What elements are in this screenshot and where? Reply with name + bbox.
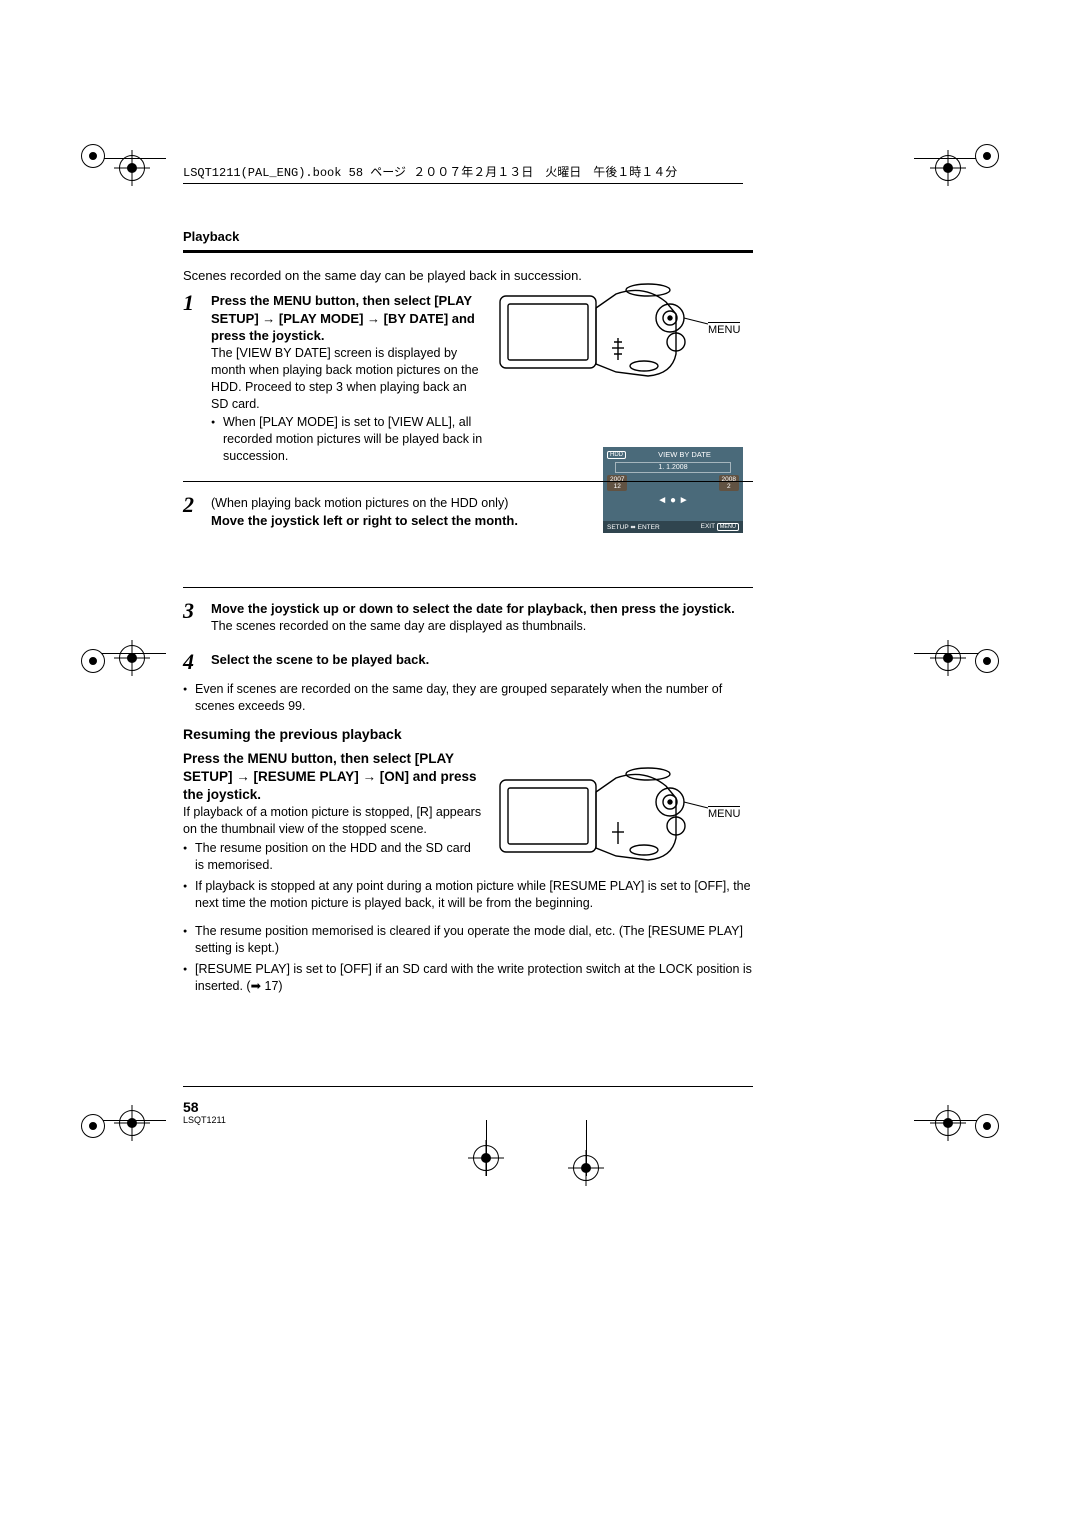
divider bbox=[183, 481, 753, 482]
step-number: 3 bbox=[183, 600, 201, 634]
crop-line bbox=[586, 1120, 587, 1176]
divider bbox=[183, 587, 753, 588]
resume-heading: Resuming the previous playback bbox=[183, 725, 753, 744]
crop-dot-icon bbox=[82, 145, 104, 167]
step-instruction: Move the joystick up or down to select t… bbox=[211, 600, 753, 618]
book-header-line: LSQT1211(PAL_ENG).book 58 ページ ２００７年２月１３日… bbox=[183, 165, 743, 184]
footer-rule bbox=[183, 1086, 753, 1087]
step-number: 1 bbox=[183, 292, 201, 469]
note-bullet: Even if scenes are recorded on the same … bbox=[183, 681, 753, 715]
step-instruction: Move the joystick left or right to selec… bbox=[211, 512, 583, 530]
page-footer: 58 LSQT1211 bbox=[183, 1060, 753, 1125]
step-paragraph: The [VIEW BY DATE] screen is displayed b… bbox=[211, 345, 483, 413]
step-3: 3 Move the joystick up or down to select… bbox=[183, 600, 753, 634]
step-qualifier: (When playing back motion pictures on th… bbox=[211, 496, 508, 510]
page-number: 58 bbox=[183, 1099, 753, 1115]
resume-paragraph: If playback of a motion picture is stopp… bbox=[183, 804, 483, 838]
step-4: 4 Select the scene to be played back. bbox=[183, 651, 753, 673]
intro-text: Scenes recorded on the same day can be p… bbox=[183, 267, 753, 285]
step-1: 1 Press the MENU button, then select [PL… bbox=[183, 292, 483, 469]
step-number: 4 bbox=[183, 651, 201, 673]
register-mark-icon bbox=[930, 150, 966, 186]
crop-dot-icon bbox=[976, 145, 998, 167]
step-instruction: Select the scene to be played back. bbox=[211, 651, 753, 669]
resume-instruction: Press the MENU button, then select [PLAY… bbox=[183, 750, 483, 805]
resume-bullet: The resume position memorised is cleared… bbox=[183, 923, 753, 957]
register-mark-icon bbox=[114, 640, 150, 676]
resume-bullet: If playback is stopped at any point duri… bbox=[183, 878, 753, 912]
step-bullet: When [PLAY MODE] is set to [VIEW ALL], a… bbox=[211, 414, 483, 465]
step-number: 2 bbox=[183, 494, 201, 529]
doc-id: LSQT1211 bbox=[183, 1115, 753, 1125]
step-instruction: Press the MENU button, then select [PLAY… bbox=[211, 292, 483, 345]
step-2: 2 (When playing back motion pictures on … bbox=[183, 494, 583, 529]
register-mark-icon bbox=[930, 1105, 966, 1141]
section-rule bbox=[183, 250, 753, 253]
register-mark-icon bbox=[114, 150, 150, 186]
register-mark-icon bbox=[114, 1105, 150, 1141]
step-paragraph: The scenes recorded on the same day are … bbox=[211, 618, 753, 635]
crop-line bbox=[486, 1120, 487, 1176]
page-content: LSQT1211(PAL_ENG).book 58 ページ ２００７年２月１３日… bbox=[183, 165, 753, 999]
resume-bullet: The resume position on the HDD and the S… bbox=[183, 840, 483, 874]
crop-dot-icon bbox=[82, 1115, 104, 1137]
crop-dot-icon bbox=[82, 650, 104, 672]
crop-dot-icon bbox=[976, 1115, 998, 1137]
section-title: Playback bbox=[183, 228, 753, 246]
crop-dot-icon bbox=[976, 650, 998, 672]
resume-bullet: [RESUME PLAY] is set to [OFF] if an SD c… bbox=[183, 961, 753, 995]
register-mark-icon bbox=[930, 640, 966, 676]
